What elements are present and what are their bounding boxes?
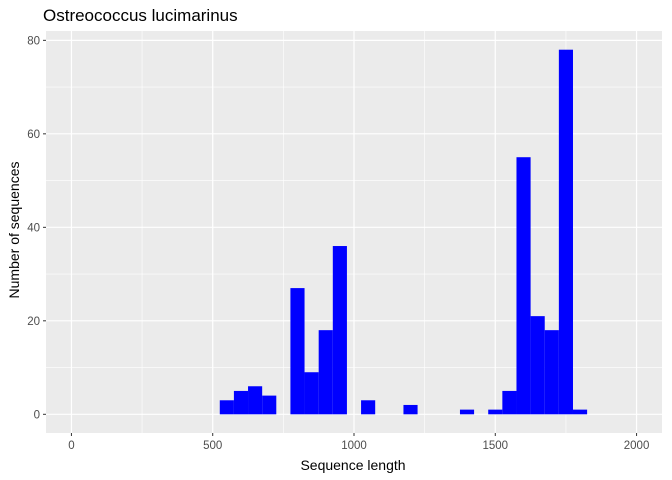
histogram-bar	[290, 288, 305, 415]
histogram-bar	[530, 316, 545, 415]
axis-ticks: 0 500 1000 1500 2000 0 20 40 60 80	[27, 35, 649, 452]
y-tick-label: 80	[27, 35, 40, 47]
x-tick-label: 0	[68, 440, 74, 452]
histogram-bar	[332, 246, 347, 415]
y-tick-label: 60	[27, 129, 40, 141]
histogram-bar	[361, 400, 376, 415]
x-axis-title: Sequence length	[300, 457, 405, 473]
histogram-bar	[459, 409, 475, 415]
histogram-bar	[516, 157, 531, 415]
x-tick-label: 1500	[482, 440, 508, 452]
bars	[219, 49, 588, 415]
y-tick-label: 0	[34, 409, 40, 421]
histogram-bar	[544, 330, 559, 415]
histogram-bar	[248, 386, 263, 415]
chart-title: Ostreococcus lucimarinus	[43, 6, 238, 25]
histogram-bar	[558, 49, 573, 415]
histogram-bar	[572, 409, 588, 415]
histogram-bar	[219, 400, 234, 415]
x-tick-label: 500	[203, 440, 222, 452]
histogram-bar	[488, 409, 503, 415]
histogram-bar	[262, 395, 277, 415]
x-tick-label: 2000	[624, 440, 650, 452]
y-tick-label: 20	[27, 316, 40, 328]
histogram-bar	[502, 390, 517, 415]
histogram-bar	[403, 404, 418, 415]
x-tick-label: 1000	[341, 440, 367, 452]
histogram-bar	[318, 330, 333, 415]
y-tick-label: 40	[27, 222, 40, 234]
histogram-bar	[304, 372, 319, 415]
histogram-bar	[233, 390, 249, 415]
y-axis-title: Number of sequences	[6, 162, 22, 299]
